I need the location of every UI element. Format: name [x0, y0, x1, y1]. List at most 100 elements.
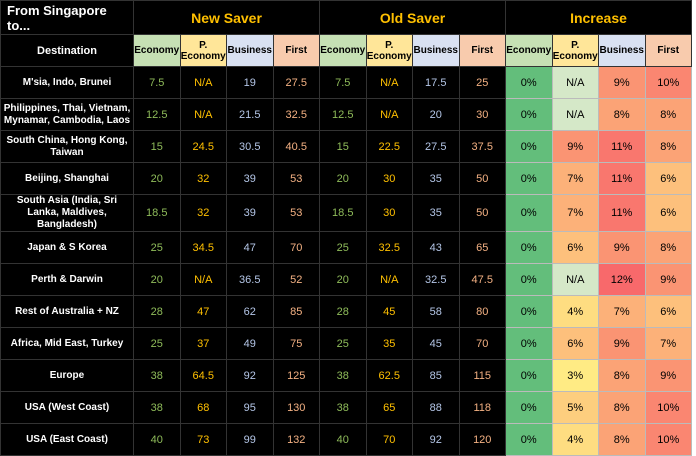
data-row: South Asia (India, Sri Lanka, Maldives, …: [0, 194, 692, 232]
increase-cell: 10%: [644, 66, 692, 99]
data-row: Rest of Australia + NZ 28 47 62 85 28 45 58 80 0%…: [0, 295, 692, 328]
increase-cell: 6%: [644, 295, 692, 328]
fare-cell: 30.5: [226, 130, 274, 163]
increase-cell: 9%: [644, 359, 692, 392]
fare-cell: 39: [226, 162, 274, 195]
fare-cell: 39: [226, 194, 274, 232]
fare-cell: 92: [226, 359, 274, 392]
fare-cell: 95: [226, 391, 274, 424]
data-row: USA (West Coast) 38 68 95 130 38 65 88 118 0% 5% 8%…: [0, 391, 692, 424]
fare-cell: 118: [458, 391, 506, 424]
fare-cell: 35: [412, 162, 460, 195]
destination: South China, Hong Kong, Taiwan: [0, 130, 134, 163]
fare-cell: 120: [458, 423, 506, 456]
increase-cell: 0%: [505, 66, 553, 99]
increase-cell: 4%: [551, 295, 599, 328]
fare-cell: 32.5: [365, 231, 413, 264]
increase-cell: 0%: [505, 194, 553, 232]
increase-cell: 7%: [644, 327, 692, 360]
increase-cell: 9%: [598, 66, 646, 99]
fare-cell: 49: [226, 327, 274, 360]
fare-cell: N/A: [179, 263, 227, 296]
fare-cell: 12.5: [133, 98, 181, 131]
column-header-row: Destination Economy P. Economy Business Firs…: [0, 34, 692, 67]
fare-cell: 38: [133, 359, 181, 392]
fare-cell: N/A: [365, 66, 413, 99]
fare-cell: 50: [458, 194, 506, 232]
fare-cell: 68: [179, 391, 227, 424]
fare-cell: N/A: [179, 98, 227, 131]
destination: Beijing, Shanghai: [0, 162, 134, 195]
fare-cell: 62.5: [365, 359, 413, 392]
fare-cell: 70: [272, 231, 320, 264]
fare-cell: 28: [133, 295, 181, 328]
fare-cell: 40.5: [272, 130, 320, 163]
increase-cell: 12%: [598, 263, 646, 296]
increase-cell: 0%: [505, 295, 553, 328]
fare-cell: 53: [272, 162, 320, 195]
increase-cell: N/A: [551, 98, 599, 131]
fare-cell: 38: [319, 391, 367, 424]
fare-cell: 92: [412, 423, 460, 456]
fare-cell: 34.5: [179, 231, 227, 264]
fare-cell: 53: [272, 194, 320, 232]
fare-cell: 62: [226, 295, 274, 328]
column-header: P. Economy: [365, 34, 413, 67]
fare-cell: N/A: [365, 98, 413, 131]
fare-cell: 35: [365, 327, 413, 360]
fare-cell: 47.5: [458, 263, 506, 296]
fare-cell: 25: [319, 231, 367, 264]
fare-cell: 25: [458, 66, 506, 99]
increase-cell: 0%: [505, 231, 553, 264]
group-header-row: From Singapore to... New Saver Old Saver In…: [0, 0, 692, 35]
fare-cell: 40: [319, 423, 367, 456]
fare-cell: 25: [319, 327, 367, 360]
column-header: First: [644, 34, 692, 67]
fare-cell: 132: [272, 423, 320, 456]
fare-cell: 12.5: [319, 98, 367, 131]
group-header: Old Saver: [319, 0, 506, 35]
fare-cell: 25: [133, 327, 181, 360]
destination: South Asia (India, Sri Lanka, Maldives, …: [0, 194, 134, 232]
fare-cell: 30: [365, 194, 413, 232]
fare-cell: 25: [133, 231, 181, 264]
increase-cell: N/A: [551, 263, 599, 296]
fare-cell: 99: [226, 423, 274, 456]
fare-cell: 47: [226, 231, 274, 264]
destination: Rest of Australia + NZ: [0, 295, 134, 328]
destination-header: Destination: [0, 34, 134, 67]
data-row: Philippines, Thai, Vietnam, Mynamar, Cam…: [0, 98, 692, 131]
fare-cell: 27.5: [412, 130, 460, 163]
fare-cell: 20: [133, 263, 181, 296]
fare-cell: 38: [133, 391, 181, 424]
fare-cell: 50: [458, 162, 506, 195]
fare-cell: 85: [272, 295, 320, 328]
increase-cell: 6%: [551, 327, 599, 360]
increase-cell: 8%: [644, 98, 692, 131]
increase-cell: 7%: [551, 162, 599, 195]
column-header: P. Economy: [179, 34, 227, 67]
increase-cell: 0%: [505, 423, 553, 456]
fare-cell: 20: [319, 263, 367, 296]
destination: USA (West Coast): [0, 391, 134, 424]
increase-cell: 9%: [644, 263, 692, 296]
fare-cell: 30: [365, 162, 413, 195]
data-row: South China, Hong Kong, Taiwan 15 24.5 30.5…: [0, 130, 692, 163]
fare-cell: 35: [412, 194, 460, 232]
fare-cell: N/A: [179, 66, 227, 99]
increase-cell: 3%: [551, 359, 599, 392]
destination: Philippines, Thai, Vietnam, Mynamar, Cam…: [0, 98, 134, 131]
increase-cell: 0%: [505, 130, 553, 163]
destination: Japan & S Korea: [0, 231, 134, 264]
fare-cell: 80: [458, 295, 506, 328]
fare-cell: 47: [179, 295, 227, 328]
increase-cell: 6%: [644, 194, 692, 232]
fare-cell: 18.5: [133, 194, 181, 232]
group-header: New Saver: [133, 0, 320, 35]
fare-cell: 7.5: [133, 66, 181, 99]
fare-cell: 130: [272, 391, 320, 424]
fare-cell: 20: [412, 98, 460, 131]
fare-cell: 36.5: [226, 263, 274, 296]
